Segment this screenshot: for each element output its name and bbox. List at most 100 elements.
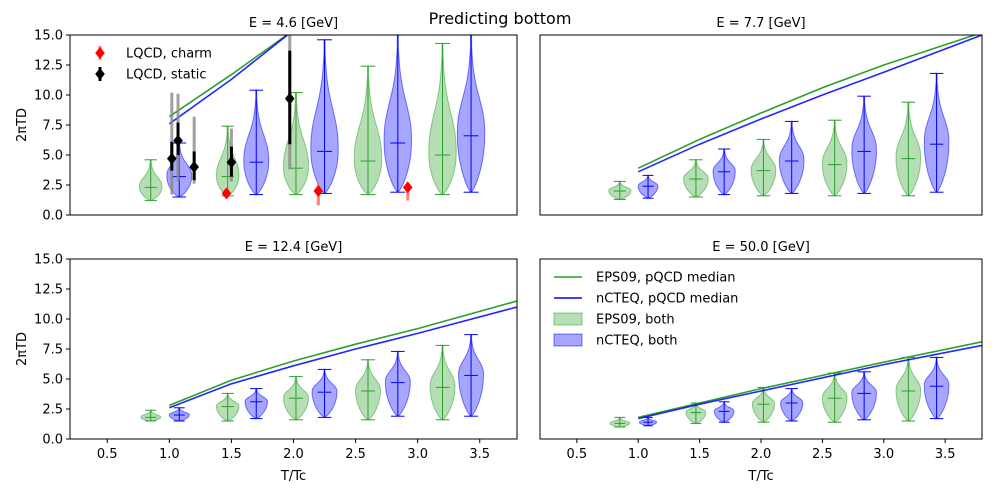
violin-eps09 <box>355 359 381 421</box>
violin-ncteq <box>639 416 658 427</box>
chart-panel-4: 0.5 1.0 1.5 2.0 2.5 3.0 3.5 E = 50.0 [GeV] T/Tc E… <box>539 240 983 484</box>
legend-label: EPS09, pQCD median <box>596 271 736 286</box>
violin-ncteq <box>168 407 190 422</box>
violin-ncteq <box>310 39 339 194</box>
ncteq-median-line <box>169 306 517 409</box>
violin-eps09 <box>283 376 309 421</box>
eps09-median-line <box>168 300 517 407</box>
diamond-marker <box>226 156 237 169</box>
violin-ncteq <box>243 89 270 196</box>
axes-frame <box>539 34 983 216</box>
y-tick-label: 0.0 <box>42 209 63 224</box>
legend-diamond-marker <box>95 47 105 59</box>
eps09-median-line <box>638 341 982 419</box>
diamond-marker <box>221 187 232 200</box>
y-tick-label: 15.0 <box>34 253 63 268</box>
legend-entry: nCTEQ, both <box>553 333 678 349</box>
violin-ncteq <box>637 174 659 199</box>
violin-ncteq <box>458 334 484 417</box>
violin-ncteq <box>851 95 877 194</box>
lqcd-static-point <box>173 93 183 182</box>
lqcd-charm-point <box>221 187 232 200</box>
y-axis-label: 2πTD <box>15 332 30 366</box>
violin-eps09 <box>139 159 163 202</box>
y-tick-label: 7.5 <box>42 119 63 134</box>
violin-ncteq <box>713 401 735 423</box>
legend-patch-swatch <box>553 333 583 347</box>
eps09-median-line <box>637 35 978 169</box>
panel-title: E = 50.0 [GeV] <box>712 240 810 255</box>
diamond-marker <box>189 161 199 173</box>
diamond-marker <box>402 181 413 194</box>
violin-eps09 <box>609 416 631 428</box>
plot-area <box>609 341 982 428</box>
y-tick-label: 15.0 <box>34 29 63 44</box>
violin-ncteq <box>383 35 413 193</box>
violin-ncteq <box>384 350 411 417</box>
violin-ncteq <box>923 356 950 420</box>
violin-ncteq <box>311 368 338 418</box>
lqcd-static-point <box>284 35 295 170</box>
x-axis-label: T/Tc <box>280 469 306 484</box>
diamond-marker <box>313 185 324 197</box>
ncteq-median-line <box>637 35 982 173</box>
violin-eps09 <box>685 402 707 424</box>
violin-eps09 <box>821 372 848 423</box>
lqcd-static-point <box>226 128 237 182</box>
lqcd-charm-point <box>313 183 324 206</box>
ncteq-median-line <box>638 344 982 420</box>
violin-eps09 <box>895 101 922 197</box>
y-tick-label: 10.0 <box>34 89 63 104</box>
x-tick-label: 3.5 <box>469 447 490 462</box>
legend: EPS09, pQCD median nCTEQ, pQCD median EPS0… <box>553 271 738 349</box>
diamond-marker <box>167 152 177 165</box>
violin-ncteq <box>780 388 804 422</box>
violin-eps09 <box>608 180 632 200</box>
legend-label: LQCD, charm <box>126 47 212 62</box>
lqcd-static-point <box>189 116 199 184</box>
eps09-median-line <box>168 35 289 118</box>
y-tick-label: 12.5 <box>34 283 63 298</box>
violin-ncteq <box>778 120 805 194</box>
lqcd-charm-point <box>402 181 413 201</box>
violin-eps09 <box>821 119 848 197</box>
violin-ncteq <box>923 72 950 193</box>
lqcd-static-point <box>167 92 177 195</box>
plot-area <box>139 35 486 206</box>
diamond-marker <box>173 134 183 147</box>
violin-ncteq <box>851 371 877 421</box>
x-tick-label: 2.0 <box>751 447 772 462</box>
x-tick-label: 1.5 <box>689 447 710 462</box>
y-tick-label: 2.5 <box>42 403 63 418</box>
plot-area <box>140 300 517 422</box>
chart-panel-3: 0.0 2.5 5.0 7.5 10.0 12.5 15.0 0.5 1.0 1.5 2.0 2.5 3… <box>15 240 518 484</box>
violin-ncteq <box>244 388 268 420</box>
legend-label: nCTEQ, pQCD median <box>596 292 738 307</box>
y-axis-label: 2πTD <box>15 108 30 142</box>
x-axis-label: T/Tc <box>747 469 773 484</box>
legend-entry: nCTEQ, pQCD median <box>554 292 738 307</box>
violin-eps09 <box>140 409 162 422</box>
panel-title: E = 7.7 [GeV] <box>716 16 805 31</box>
x-tick-label: 2.0 <box>283 447 304 462</box>
legend: LQCD, charm LQCD, static <box>95 46 212 83</box>
y-tick-label: 10.0 <box>34 313 63 328</box>
ncteq-median-line <box>168 35 289 125</box>
violin-ncteq <box>456 35 486 193</box>
x-tick-label: 1.5 <box>221 447 242 462</box>
y-tick-label: 5.0 <box>42 373 63 388</box>
x-tick-label: 1.0 <box>159 447 180 462</box>
violin-eps09 <box>895 356 922 422</box>
legend-diamond-marker <box>95 68 105 80</box>
chart-panel-1: 0.0 2.5 5.0 7.5 10.0 12.5 15.0 E = 4.6 [GeV] 2πT… <box>15 16 518 224</box>
y-tick-label: 2.5 <box>42 179 63 194</box>
legend-label: LQCD, static <box>126 68 207 83</box>
y-tick-label: 5.0 <box>42 149 63 164</box>
x-tick-label: 1.0 <box>628 447 649 462</box>
x-tick-label: 3.0 <box>873 447 894 462</box>
y-tick-label: 12.5 <box>34 59 63 74</box>
x-tick-label: 0.5 <box>566 447 587 462</box>
x-tick-label: 0.5 <box>97 447 118 462</box>
violin-eps09 <box>216 392 240 422</box>
